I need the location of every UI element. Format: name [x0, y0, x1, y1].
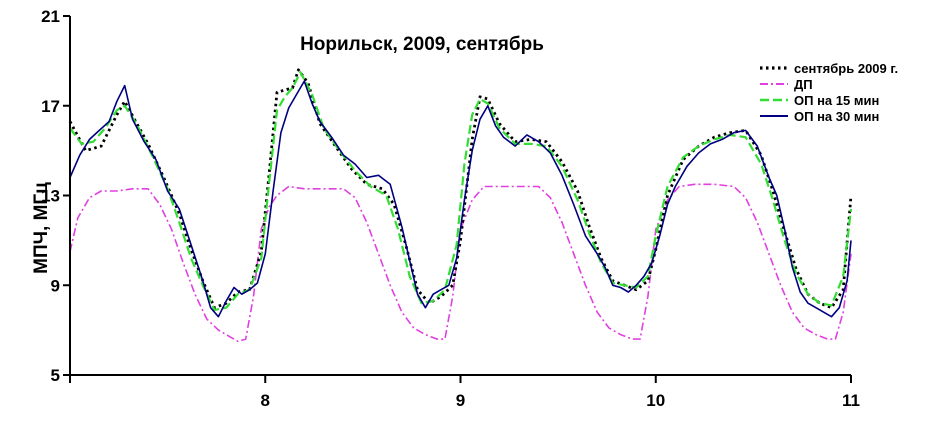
series-дп-legend-label: ДП	[794, 77, 813, 92]
axes: 5 9 13 17 21 8 9 10 11	[41, 7, 860, 410]
y-tick-label: 9	[51, 276, 60, 295]
y-tick-label: 17	[41, 97, 60, 116]
x-tick-label: 9	[456, 391, 465, 410]
y-tick-label: 21	[41, 7, 60, 26]
y-axis-label: МПЧ, МГц	[31, 182, 52, 274]
x-tick-label: 11	[842, 391, 860, 410]
series-оп-на-30-мин-legend-label: ОП на 30 мин	[794, 109, 879, 124]
y-tick-label: 5	[51, 366, 60, 385]
series-layer	[68, 68, 853, 343]
series-оп-на-15-мин-line	[69, 70, 853, 311]
series-сентябрь-2009-г.-legend-label: сентябрь 2009 г.	[794, 61, 898, 76]
series-оп-на-15-мин-legend-label: ОП на 15 мин	[794, 93, 879, 108]
series-сентябрь-2009-г.-line	[68, 68, 853, 310]
y-tick-label: 13	[41, 187, 60, 206]
chart-title: Норильск, 2009, сентябрь	[300, 34, 544, 55]
series-дп-line	[69, 183, 852, 343]
x-tick-label: 8	[261, 391, 270, 410]
series-оп-на-30-мин-line	[69, 80, 852, 318]
x-tick-label: 10	[646, 391, 665, 410]
